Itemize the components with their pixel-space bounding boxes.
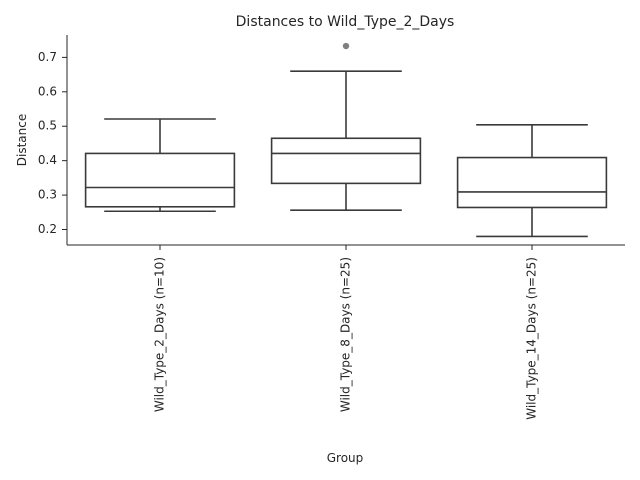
x-tick-label: Wild_Type_14_Days (n=25) [525,257,539,420]
y-tick-label: 0.5 [38,119,57,133]
box-group [456,124,608,238]
x-tick-label: Wild_Type_8_Days (n=25) [339,257,353,412]
box [270,137,422,185]
x-axis-label: Group [327,451,364,465]
plot-area [84,42,608,238]
chart-title: Distances to Wild_Type_2_Days [236,14,455,30]
x-axis-ticks: Wild_Type_2_Days (n=10) Wild_Type_8_Days … [153,245,539,420]
y-tick-label: 0.4 [38,153,57,167]
y-tick-label: 0.3 [38,188,57,202]
box-group [84,118,236,213]
y-axis-label: Distance [15,114,29,166]
y-tick-label: 0.7 [38,50,57,64]
box-group [270,42,422,212]
y-tick-label: 0.2 [38,222,57,236]
y-axis-ticks: 0.2 0.3 0.4 0.5 0.6 0.7 [38,50,67,236]
box [456,156,608,209]
y-tick-label: 0.6 [38,84,57,98]
box [84,152,236,208]
x-tick-label: Wild_Type_2_Days (n=10) [153,257,167,412]
outlier-point [342,42,350,50]
